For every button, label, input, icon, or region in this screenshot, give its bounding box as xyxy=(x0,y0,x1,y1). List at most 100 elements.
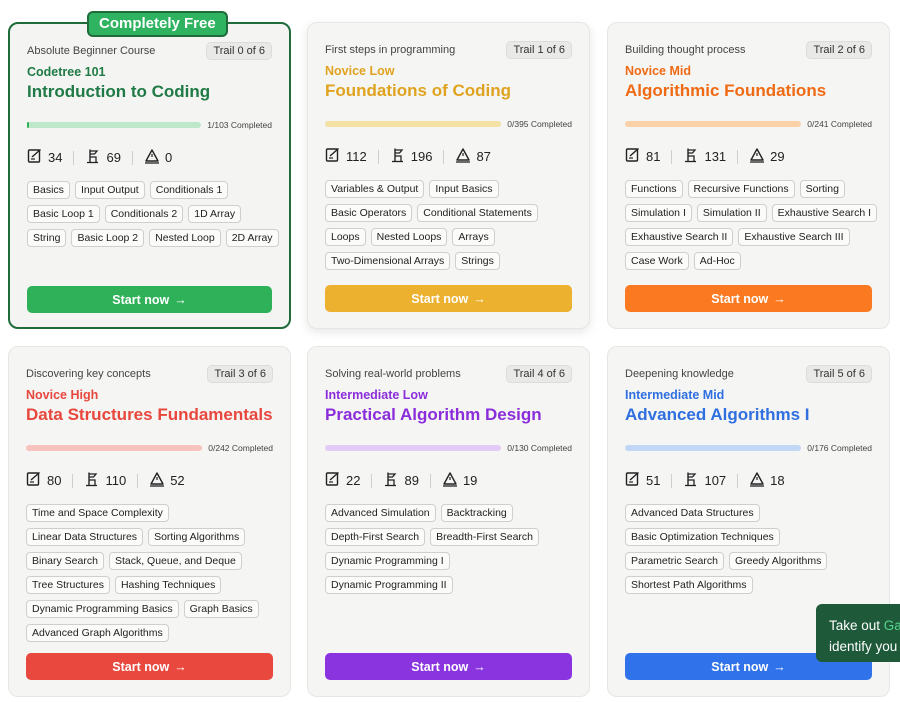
trail-badge: Trail 4 of 6 xyxy=(506,365,572,383)
stat-concepts-value: 110 xyxy=(105,473,127,488)
topic-tag[interactable]: 2D Array xyxy=(225,229,279,247)
stat-problems: 34 xyxy=(27,148,62,167)
topic-tag[interactable]: Two-Dimensional Arrays xyxy=(325,252,451,270)
topic-tag[interactable]: Breadth-First Search xyxy=(430,528,539,546)
level-label: Intermediate Low xyxy=(325,388,428,402)
topic-tag[interactable]: Graph Basics xyxy=(183,600,259,618)
stats-row: 51 107 18 xyxy=(625,471,785,490)
topic-tag[interactable]: Conditionals 1 xyxy=(149,181,229,199)
trail-card-5: Deepening knowledge Trail 5 of 6 Interme… xyxy=(607,346,890,697)
topic-tag[interactable]: Dynamic Programming Basics xyxy=(26,600,179,618)
card-subtitle: Solving real-world problems xyxy=(325,368,461,380)
start-now-button[interactable]: Start now → xyxy=(325,285,572,312)
start-now-button[interactable]: Start now → xyxy=(625,285,872,312)
topic-tag[interactable]: Simulation I xyxy=(625,204,692,222)
concepts-icon xyxy=(383,471,404,490)
topic-tag[interactable]: Advanced Simulation xyxy=(325,504,436,522)
topic-tag[interactable]: Arrays xyxy=(452,228,495,246)
topic-tag[interactable]: Depth-First Search xyxy=(325,528,426,546)
course-title[interactable]: Algorithmic Foundations xyxy=(625,81,827,100)
stats-row: 22 89 19 xyxy=(325,471,477,490)
course-title[interactable]: Foundations of Coding xyxy=(325,81,512,100)
course-title[interactable]: Advanced Algorithms I xyxy=(625,405,810,424)
topic-tag[interactable]: 1D Array xyxy=(188,205,242,223)
trail-card-1: First steps in programming Trail 1 of 6 … xyxy=(307,22,590,329)
topic-tags: Advanced Simulation Backtracking Depth-Fir… xyxy=(325,504,579,594)
start-now-label: Start now xyxy=(411,659,469,674)
topic-tag[interactable]: Sorting xyxy=(799,180,845,198)
topic-tags: Time and Space Complexity Linear Data Str… xyxy=(26,504,280,642)
problems-icon xyxy=(325,147,346,166)
topic-tag[interactable]: Strings xyxy=(455,252,500,270)
topic-tag[interactable]: Loops xyxy=(325,228,366,246)
topic-tag[interactable]: Ad-Hoc xyxy=(693,252,741,270)
topic-tag[interactable]: String xyxy=(27,229,67,247)
topic-tag[interactable]: Case Work xyxy=(625,252,689,270)
topic-tag[interactable]: Input Basics xyxy=(429,180,499,198)
arrow-right-icon: → xyxy=(473,291,486,306)
topic-tag[interactable]: Linear Data Structures xyxy=(26,528,144,546)
start-now-button[interactable]: Start now → xyxy=(325,653,572,680)
topic-tag[interactable]: Advanced Data Structures xyxy=(625,504,760,522)
topic-tag[interactable]: Simulation II xyxy=(696,204,767,222)
topic-tag[interactable]: Input Output xyxy=(74,181,145,199)
stat-problems: 22 xyxy=(325,471,360,490)
progress-row: 0/395 Completed xyxy=(325,119,572,129)
stats-row: 34 69 0 xyxy=(27,148,172,167)
topic-tag[interactable]: Exhaustive Search II xyxy=(625,228,734,246)
topic-tag[interactable]: Nested Loop xyxy=(149,229,221,247)
topic-tag[interactable]: Hashing Techniques xyxy=(114,576,222,594)
toast-popup[interactable]: Take out Ga identify you xyxy=(816,604,900,662)
topic-tag[interactable]: Basic Loop 2 xyxy=(71,229,145,247)
progress-text: 0/242 Completed xyxy=(208,443,273,453)
stat-problems-value: 112 xyxy=(346,149,367,164)
stat-problems: 112 xyxy=(325,147,367,166)
topic-tag[interactable]: Tree Structures xyxy=(26,576,110,594)
topic-tag[interactable]: Greedy Algorithms xyxy=(728,552,828,570)
topic-tag[interactable]: Dynamic Programming I xyxy=(325,552,450,570)
topic-tag[interactable]: Parametric Search xyxy=(625,552,724,570)
arrow-right-icon: → xyxy=(174,659,187,674)
topic-tag[interactable]: Basics xyxy=(27,181,70,199)
trail-card-4: Solving real-world problems Trail 4 of 6… xyxy=(307,346,590,697)
topic-tag[interactable]: Stack, Queue, and Deque xyxy=(108,552,242,570)
course-title[interactable]: Practical Algorithm Design xyxy=(325,405,542,424)
topic-tag[interactable]: Conditional Statements xyxy=(417,204,538,222)
stat-concepts: 196 xyxy=(390,147,432,166)
stat-tests: 87 xyxy=(455,147,491,166)
arrow-right-icon: → xyxy=(773,659,786,674)
course-title[interactable]: Introduction to Coding xyxy=(27,82,211,101)
topic-tag[interactable]: Backtracking xyxy=(440,504,513,522)
course-title[interactable]: Data Structures Fundamentals xyxy=(26,405,273,424)
topic-tag[interactable]: Variables & Output xyxy=(325,180,425,198)
stat-divider xyxy=(377,149,379,164)
topic-tag[interactable]: Exhaustive Search III xyxy=(738,228,850,246)
topic-tag[interactable]: Nested Loops xyxy=(370,228,448,246)
topic-tag[interactable]: Time and Space Complexity xyxy=(26,504,169,522)
topic-tag[interactable]: Advanced Graph Algorithms xyxy=(26,624,169,642)
topic-tag[interactable]: Dynamic Programming II xyxy=(325,576,453,594)
topic-tag[interactable]: Sorting Algorithms xyxy=(148,528,246,546)
free-badge: Completely Free xyxy=(87,11,228,37)
topic-tag[interactable]: Binary Search xyxy=(26,552,104,570)
stat-concepts: 89 xyxy=(383,471,419,490)
concepts-icon xyxy=(683,147,704,166)
problems-icon xyxy=(325,471,346,490)
progress-bar xyxy=(325,445,502,451)
topic-tag[interactable]: Basic Loop 1 xyxy=(27,205,100,223)
card-header: First steps in programming Trail 1 of 6 xyxy=(325,41,572,59)
topic-tags: Advanced Data Structures Basic Optimizati… xyxy=(625,504,879,594)
topic-tag[interactable]: Functions xyxy=(625,180,683,198)
start-now-button[interactable]: Start now → xyxy=(27,286,272,313)
topic-tag[interactable]: Exhaustive Search I xyxy=(771,204,878,222)
stats-row: 112 196 87 xyxy=(325,147,491,166)
topic-tag[interactable]: Shortest Path Algorithms xyxy=(625,576,753,594)
topic-tag[interactable]: Conditionals 2 xyxy=(104,205,184,223)
start-now-button[interactable]: Start now → xyxy=(26,653,273,680)
progress-bar xyxy=(26,445,203,451)
topic-tag[interactable]: Basic Operators xyxy=(325,204,413,222)
topic-tag[interactable]: Basic Optimization Techniques xyxy=(625,528,780,546)
topic-tag[interactable]: Recursive Functions xyxy=(687,180,795,198)
trail-badge: Trail 1 of 6 xyxy=(506,41,572,59)
toast-line1-highlight: Ga xyxy=(883,618,900,633)
